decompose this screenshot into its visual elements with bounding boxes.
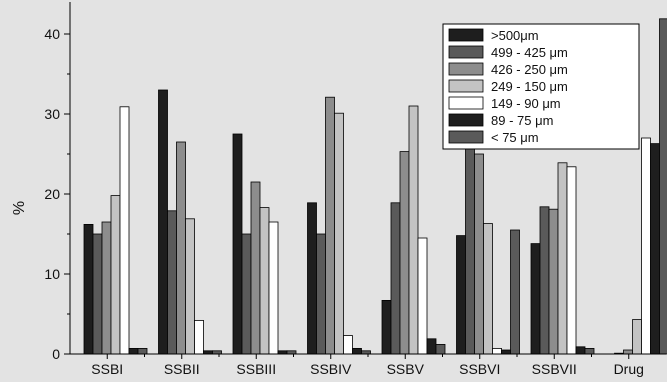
bar-ssbiv-s3	[334, 112, 344, 355]
bar-ssbv-s4	[417, 237, 428, 355]
bar-ssbi-s2	[101, 221, 112, 355]
bar-ssbvii-s0	[530, 243, 541, 355]
bar-ssbvi-s0	[456, 235, 466, 355]
bar-ssbiii-s3	[259, 207, 270, 355]
bar-ssbvii-s2	[548, 208, 559, 355]
legend-swatch	[448, 28, 484, 42]
bar-ssbv-s2	[399, 151, 410, 355]
x-tick-label: SSBII	[164, 361, 200, 377]
bar-ssbvi-s3	[483, 223, 493, 355]
legend-swatch	[448, 79, 484, 93]
bar-ssbvi-s5	[501, 349, 511, 355]
bar-ssbv-s1	[390, 202, 401, 355]
legend-label: 89 - 75 μm	[491, 113, 553, 128]
y-axis-label: %	[11, 201, 28, 215]
bar-ssbi-s6	[137, 347, 148, 355]
bar-ssbvii-s1	[539, 206, 550, 355]
legend-swatch	[448, 96, 484, 110]
bar-ssbvi-s2	[474, 153, 484, 355]
bar-drug-s2	[623, 349, 633, 355]
bar-drug-s3	[632, 319, 642, 355]
legend-label: >500μm	[491, 28, 539, 43]
bar-ssbvii-s4	[566, 166, 577, 355]
x-ticks-group: SSBI SSBII SSBIII SSBIV SSBV SSBVI SSBVII Drug	[91, 354, 644, 377]
bar-ssbiv-s0	[307, 202, 317, 355]
bar-ssbii-s1	[167, 210, 177, 355]
x-tick-label: SSBIII	[236, 361, 276, 377]
y-tick-label: 30	[44, 106, 60, 122]
bar-ssbiv-s5	[352, 347, 362, 355]
bar-ssbiii-s4	[268, 221, 279, 355]
x-tick-label: SSBIV	[310, 361, 352, 377]
bar-ssbvi-s4	[492, 347, 502, 355]
x-tick-label: SSBI	[91, 361, 123, 377]
bar-ssbii-s2	[176, 141, 186, 355]
bar-ssbv-s3	[408, 105, 419, 355]
bar-drug-s6	[659, 18, 667, 355]
legend-label: 149 - 90 μm	[491, 96, 561, 111]
bar-ssbv-s6	[435, 343, 446, 355]
y-tick-label: 20	[44, 186, 60, 202]
legend-swatch	[448, 113, 484, 127]
bar-ssbii-s4	[194, 319, 204, 355]
legend-label: 249 - 150 μm	[491, 79, 568, 94]
bar-ssbi-s1	[92, 233, 103, 355]
bar-ssbiv-s2	[325, 96, 335, 355]
bar-ssbii-s0	[158, 89, 168, 355]
x-tick-label: SSBVII	[532, 361, 577, 377]
bar-ssbvii-s3	[557, 162, 568, 355]
bar-ssbi-s4	[119, 106, 130, 355]
bar-ssbv-s5	[426, 338, 437, 355]
bar-ssbiv-s1	[316, 233, 326, 355]
bar-drug-s4	[641, 137, 651, 355]
x-tick-label: SSBVI	[459, 361, 500, 377]
legend-label: 499 - 425 μm	[491, 45, 568, 60]
bar-ssbvii-s5	[575, 346, 586, 355]
bar-ssbi-s3	[110, 195, 121, 355]
legend-swatch	[448, 45, 484, 59]
y-ticks-group: 0 10 20 30 40	[44, 26, 70, 362]
y-tick-label: 0	[52, 346, 60, 362]
legend: >500μm 499 - 425 μm 426 - 250 μm 249 - 150 …	[442, 23, 640, 150]
y-tick-label: 40	[44, 26, 60, 42]
legend-swatch	[448, 62, 484, 76]
bar-ssbiii-s2	[250, 181, 261, 355]
bars-group	[83, 18, 667, 355]
legend-swatch	[448, 130, 484, 144]
legend-label: 426 - 250 μm	[491, 62, 568, 77]
bar-ssbvii-s6	[584, 347, 595, 355]
bar-ssbvi-s1	[465, 141, 475, 355]
bar-ssbi-s5	[128, 347, 139, 355]
bar-ssbiii-s1	[241, 233, 252, 355]
bar-ssbv-s0	[381, 299, 392, 355]
bar-ssbvi-s6	[510, 229, 520, 355]
bar-ssbii-s3	[185, 218, 195, 355]
bar-drug-s5	[650, 143, 660, 355]
bar-ssbi-s0	[83, 223, 94, 355]
x-tick-label: Drug	[614, 361, 644, 377]
bar-ssbiv-s4	[343, 335, 353, 355]
y-tick-label: 10	[44, 266, 60, 282]
x-tick-label: SSBV	[387, 361, 425, 377]
bar-ssbiii-s0	[232, 133, 243, 355]
legend-label: < 75 μm	[491, 130, 539, 145]
